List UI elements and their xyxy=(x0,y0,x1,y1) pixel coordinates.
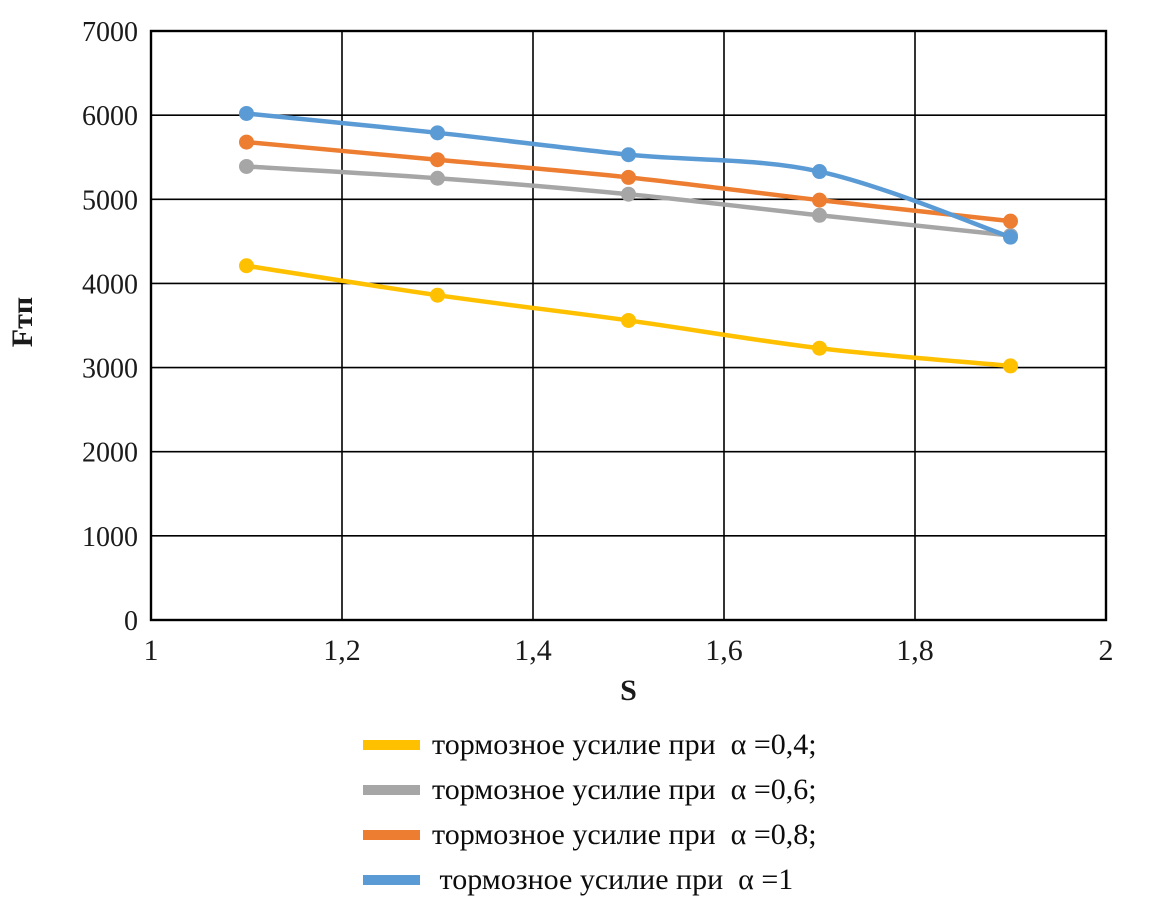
data-point-marker xyxy=(239,258,254,274)
data-point-marker xyxy=(430,287,445,303)
data-point-marker xyxy=(621,169,636,185)
x-axis-tick-label: 1,4 xyxy=(514,634,552,667)
legend-swatch xyxy=(363,874,420,885)
data-point-marker xyxy=(1003,213,1018,229)
data-point-marker xyxy=(430,170,445,186)
y-axis-tick-label: 1000 xyxy=(82,522,138,553)
data-point-marker xyxy=(239,134,254,150)
legend-swatch xyxy=(363,784,420,795)
x-axis-tick-label: 1 xyxy=(144,634,159,667)
y-axis-tick-label: 0 xyxy=(124,606,138,637)
x-axis-tick-label: 1,8 xyxy=(896,634,934,667)
legend-swatch xyxy=(363,739,420,750)
legend-label: тормозное усилие при α =1 xyxy=(432,862,794,896)
data-point-marker xyxy=(812,164,827,180)
data-point-marker xyxy=(430,152,445,168)
y-axis-tick-label: 7000 xyxy=(82,17,138,48)
x-axis-tick-label: 1,2 xyxy=(323,634,361,667)
x-axis-tick-label: 2 xyxy=(1099,634,1114,667)
y-axis-tick-label: 3000 xyxy=(82,354,138,385)
legend-item: тормозное усилие при α =1 xyxy=(363,857,817,902)
legend-swatch xyxy=(363,829,420,840)
data-point-marker xyxy=(621,186,636,202)
plot-border xyxy=(149,29,1108,622)
data-point-marker xyxy=(621,147,636,163)
line-chart: 0 1000 2000 3000 4000 5000 6000 7000 1 1,2 1,4 1,6 1… xyxy=(6,17,1114,707)
legend-item: тормозное усилие при α =0,4; xyxy=(363,722,817,767)
data-point-marker xyxy=(621,312,636,328)
legend-label: тормозное усилие при α =0,4; xyxy=(432,727,817,761)
legend-label: тормозное усилие при α =0,6; xyxy=(432,772,817,806)
y-axis-title: Fтп xyxy=(6,297,39,347)
data-point-marker xyxy=(430,125,445,141)
y-axis-tick-label: 5000 xyxy=(82,185,138,216)
data-point-marker xyxy=(239,158,254,174)
legend-item: тормозное усилие при α =0,6; xyxy=(363,767,817,812)
legend-item: тормозное усилие при α =0,8; xyxy=(363,812,817,857)
y-axis-tick-label: 6000 xyxy=(82,101,138,132)
data-point-marker xyxy=(1003,358,1018,374)
chart-legend: тормозное усилие при α =0,4; тормозное у… xyxy=(363,722,817,902)
data-point-marker xyxy=(812,340,827,356)
y-axis-tick-label: 2000 xyxy=(82,438,138,469)
x-axis-title: S xyxy=(620,674,637,707)
data-point-marker xyxy=(812,207,827,223)
data-point-marker xyxy=(239,105,254,121)
y-axis-tick-label: 4000 xyxy=(82,269,138,300)
data-point-marker xyxy=(1003,229,1018,245)
data-point-marker xyxy=(812,192,827,208)
x-axis-tick-label: 1,6 xyxy=(705,634,743,667)
legend-label: тормозное усилие при α =0,8; xyxy=(432,817,817,851)
